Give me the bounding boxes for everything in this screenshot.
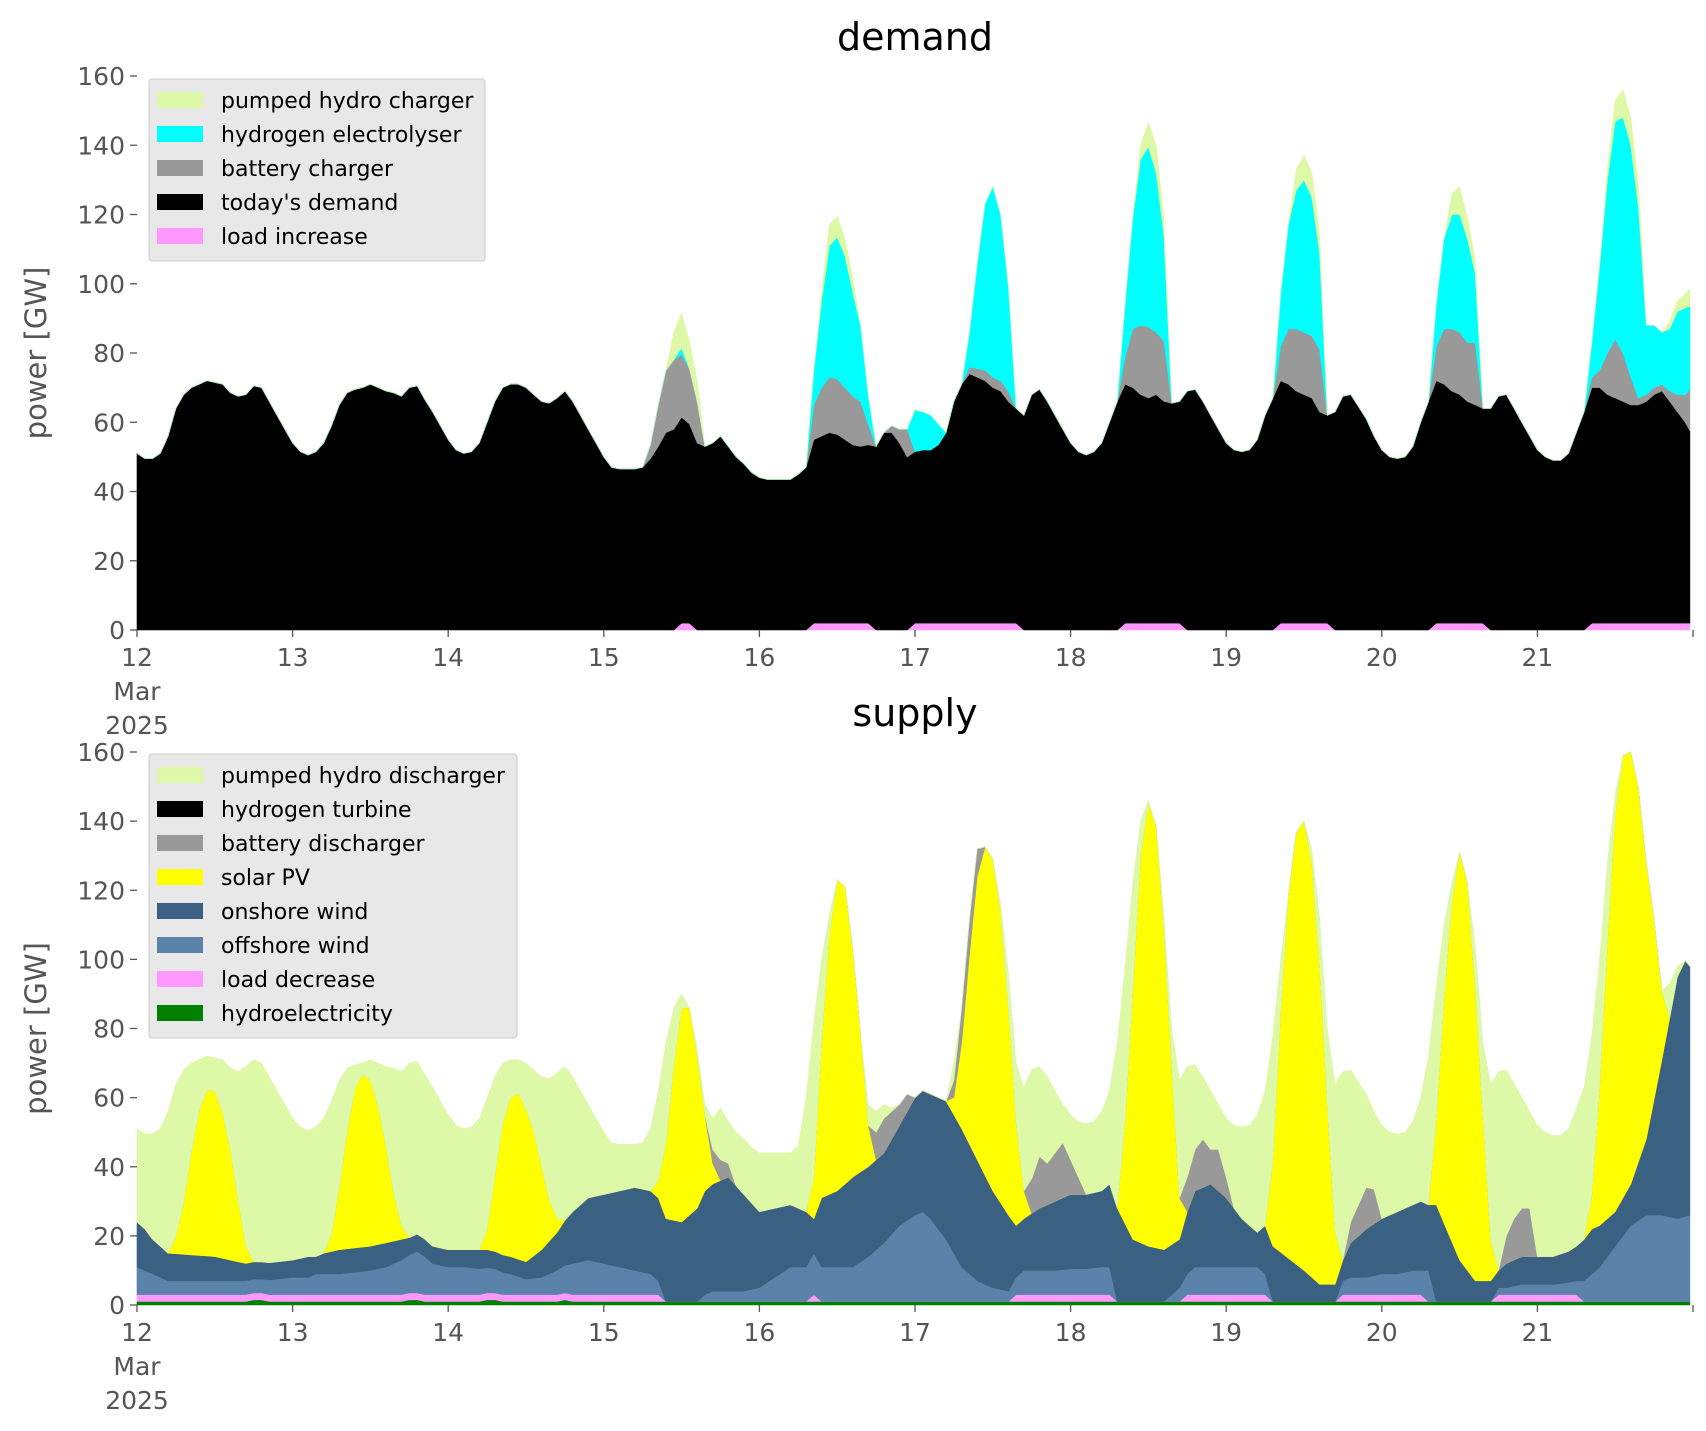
legend-frame — [148, 78, 486, 262]
legend-label-offshore-wind: offshore wind — [221, 934, 370, 959]
legend-swatch-pumped-hydro-discharger — [157, 767, 203, 783]
chart-title: demand — [837, 15, 993, 59]
y-tick-label: 0 — [109, 1291, 125, 1320]
legend-swatch-battery-discharger — [157, 835, 203, 851]
x-tick-label: 18 — [1055, 643, 1087, 672]
x-tick-label: 13 — [277, 1318, 309, 1347]
series-area-pumped-hydro-charger — [136, 89, 1691, 480]
y-tick-label: 80 — [93, 339, 125, 368]
legend-label-solar-pv: solar PV — [221, 866, 310, 891]
x-tick-label: 18 — [1055, 1318, 1087, 1347]
y-axis-label: power [GW] — [19, 267, 53, 440]
x-tick-label: 15 — [588, 643, 620, 672]
x-tick-label: 12 — [121, 643, 153, 672]
legend-swatch-today-s-demand — [157, 194, 203, 210]
legend-label-hydroelectricity: hydroelectricity — [221, 1002, 393, 1027]
x-tick-label: 16 — [743, 1318, 775, 1347]
y-tick-label: 40 — [93, 478, 125, 507]
legend-swatch-hydroelectricity — [157, 1005, 203, 1021]
y-tick-label: 40 — [93, 1153, 125, 1182]
y-tick-label: 100 — [77, 945, 125, 974]
series-area-today-s-demand — [136, 373, 1691, 631]
legend-label-hydrogen-electrolyser: hydrogen electrolyser — [221, 123, 462, 148]
legend-swatch-load-increase — [157, 228, 203, 244]
x-tick-label: 21 — [1521, 1318, 1553, 1347]
legend-label-battery-discharger: battery discharger — [221, 832, 426, 857]
y-tick-label: 120 — [77, 201, 125, 230]
y-tick-label: 160 — [77, 738, 125, 767]
x-tick-label: 16 — [743, 643, 775, 672]
y-tick-label: 60 — [93, 408, 125, 437]
series-area-pumped-hydro-discharger — [136, 751, 1691, 1271]
chart-title: supply — [852, 691, 977, 735]
x-tick-label: 20 — [1366, 643, 1398, 672]
legend-label-pumped-hydro-discharger: pumped hydro discharger — [221, 764, 506, 789]
y-axis-ticks: 0 20 40 60 80 100 120 140 160 — [77, 738, 137, 1320]
y-tick-label: 0 — [109, 616, 125, 645]
legend-swatch-battery-charger — [157, 160, 203, 176]
x-tick-label: 14 — [432, 1318, 464, 1347]
x-axis-ticks: 12 Mar 2025 13 14 15 16 17 18 19 20 21 — [105, 1305, 1694, 1415]
legend-swatch-hydrogen-electrolyser — [157, 126, 203, 142]
legend-label-load-decrease: load decrease — [221, 968, 375, 993]
x-tick-label: 14 — [432, 643, 464, 672]
legend-label-pumped-hydro-charger: pumped hydro charger — [221, 89, 474, 114]
legend-label-load-increase: load increase — [221, 225, 368, 250]
legend-frame — [148, 753, 518, 1039]
y-tick-label: 80 — [93, 1015, 125, 1044]
x-tick-label: Mar — [113, 677, 161, 706]
demand-chart-panel: demand power [GW] 0 20 40 60 80 100 120 140 160 12 M… — [19, 15, 1694, 740]
legend-swatch-hydrogen-turbine — [157, 801, 203, 817]
x-tick-label: 2025 — [105, 711, 169, 740]
legend-swatch-pumped-hydro-charger — [157, 92, 203, 108]
legend-swatch-solar-pv — [157, 869, 203, 885]
x-tick-label: 17 — [899, 1318, 931, 1347]
legend: pumped hydro charger hydrogen electrolyse… — [148, 78, 486, 262]
legend-label-onshore-wind: onshore wind — [221, 900, 368, 925]
legend-swatch-offshore-wind — [157, 937, 203, 953]
supply-chart-panel: supply power [GW] 0 20 40 60 80 100 120 140 160 12 M… — [19, 691, 1694, 1415]
legend-label-battery-charger: battery charger — [221, 157, 394, 182]
x-tick-label: 19 — [1210, 1318, 1242, 1347]
x-tick-label: 15 — [588, 1318, 620, 1347]
legend-label-hydrogen-turbine: hydrogen turbine — [221, 798, 412, 823]
y-tick-label: 60 — [93, 1084, 125, 1113]
x-axis-ticks: 12 Mar 2025 13 14 15 16 17 18 19 20 21 — [105, 630, 1694, 740]
legend-swatch-onshore-wind — [157, 903, 203, 919]
x-tick-label: 19 — [1210, 643, 1242, 672]
legend: pumped hydro discharger hydrogen turbine b… — [148, 753, 518, 1039]
x-tick-label: 12 — [121, 1318, 153, 1347]
y-tick-label: 20 — [93, 1222, 125, 1251]
y-axis-label: power [GW] — [19, 942, 53, 1115]
legend-swatch-load-decrease — [157, 971, 203, 987]
undefined-areas — [136, 89, 1691, 631]
y-tick-label: 160 — [77, 62, 125, 91]
y-tick-label: 140 — [77, 131, 125, 160]
y-tick-label: 120 — [77, 876, 125, 905]
x-tick-label: 2025 — [105, 1386, 169, 1415]
undefined-areas — [136, 751, 1691, 1306]
x-tick-label: 20 — [1366, 1318, 1398, 1347]
x-tick-label: 21 — [1521, 643, 1553, 672]
y-axis-ticks: 0 20 40 60 80 100 120 140 160 — [77, 62, 137, 645]
y-tick-label: 20 — [93, 547, 125, 576]
y-tick-label: 140 — [77, 807, 125, 836]
x-tick-label: Mar — [113, 1352, 161, 1381]
x-tick-label: 13 — [277, 643, 309, 672]
y-tick-label: 100 — [77, 270, 125, 299]
legend-label-today-s-demand: today's demand — [221, 191, 398, 216]
x-tick-label: 17 — [899, 643, 931, 672]
